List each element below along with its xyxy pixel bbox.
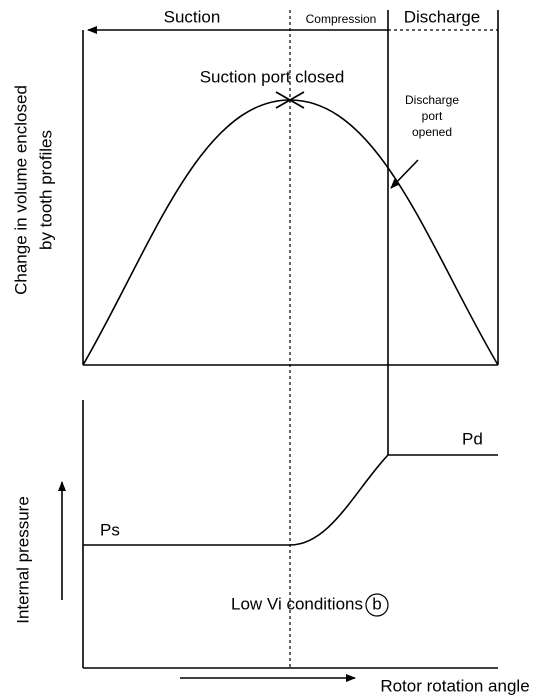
annotation: opened <box>412 125 452 139</box>
annotation: Suction port closed <box>200 67 345 86</box>
y-label: Change in volume enclosed <box>11 85 30 295</box>
phase-label: Discharge <box>404 7 481 26</box>
x-label: Rotor rotation angle <box>380 676 529 695</box>
discharge-arrow <box>390 159 419 189</box>
annotation: Low Vi conditions <box>231 594 363 613</box>
circle-mark <box>365 593 389 617</box>
annotation: Discharge <box>405 93 459 107</box>
annotation: b <box>372 594 381 613</box>
annotation: Pd <box>462 429 483 448</box>
phase-label: Compression <box>306 12 377 26</box>
phase-label: Suction <box>164 7 221 26</box>
y-label: by tooth profiles <box>36 130 55 250</box>
x-mark <box>275 91 305 109</box>
annotation: port <box>422 109 443 123</box>
y-label: Internal pressure <box>13 496 32 624</box>
pressure-curve <box>83 454 498 546</box>
annotation: Ps <box>100 520 120 539</box>
